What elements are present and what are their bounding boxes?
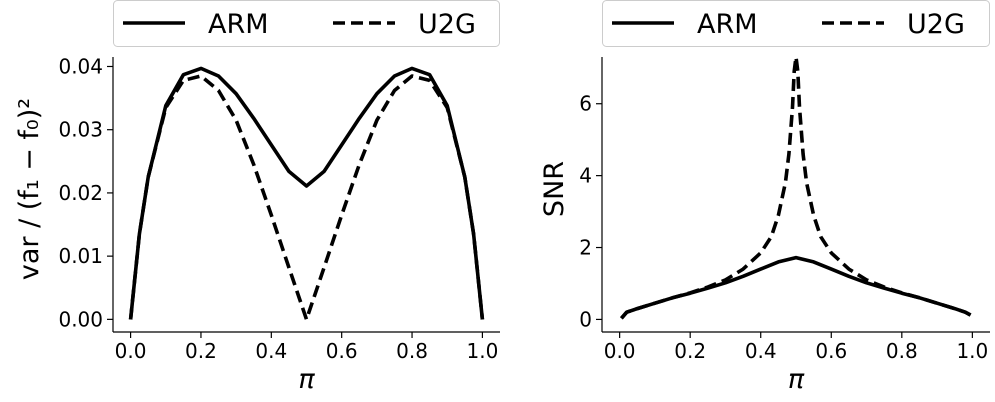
legend-frame <box>602 0 990 47</box>
x-tick-label: 0.8 <box>396 339 428 363</box>
x-tick-label: 1.0 <box>467 339 499 363</box>
y-tick-label: 0.01 <box>58 244 103 268</box>
y-tick-label: 0.02 <box>58 181 103 205</box>
y-tick-label: 0.04 <box>58 54 103 78</box>
legend: ARM U2G <box>602 0 990 47</box>
legend: ARM U2G <box>113 0 500 47</box>
x-tick-label: 1.0 <box>956 339 988 363</box>
y-tick-label: 6 <box>579 92 592 116</box>
legend-frame <box>113 0 500 47</box>
legend-label-arm: ARM <box>697 9 758 40</box>
y-axis-label: SNR <box>539 161 570 217</box>
series-line-u2g <box>620 55 972 320</box>
y-tick-label: 2 <box>579 236 592 260</box>
series-line-u2g <box>128 74 485 322</box>
y-tick-label: 4 <box>579 164 592 188</box>
y-tick-label: 0 <box>579 307 592 331</box>
x-tick-label: 0.0 <box>115 339 147 363</box>
x-tick-label: 0.8 <box>886 339 918 363</box>
y-tick-label: 0.00 <box>58 307 103 331</box>
x-tick-label: 0.6 <box>326 339 358 363</box>
x-tick-label: 0.2 <box>674 339 706 363</box>
series-line-arm <box>620 255 972 320</box>
left-plot: 0.0 0.2 0.4 0.6 0.8 1.0 0.00 0.01 0.02 0.03 0.04 π v… <box>14 0 500 395</box>
series-line-arm <box>128 66 485 320</box>
legend-label-u2g: U2G <box>418 9 476 40</box>
right-plot: 0.0 0.2 0.4 0.6 0.8 1.0 0 2 4 6 π SNR ARM U2G <box>539 0 990 395</box>
y-tick-label: 0.03 <box>58 118 103 142</box>
x-axis-label: π <box>788 364 805 395</box>
x-axis-label: π <box>298 364 315 395</box>
x-tick-label: 0.6 <box>815 339 847 363</box>
legend-label-u2g: U2G <box>907 9 965 40</box>
x-tick-label: 0.2 <box>185 339 217 363</box>
y-axis-label: var / (f₁ − f₀)² <box>14 98 45 280</box>
x-tick-label: 0.4 <box>745 339 777 363</box>
x-tick-label: 0.0 <box>604 339 636 363</box>
x-tick-label: 0.4 <box>255 339 287 363</box>
legend-label-arm: ARM <box>208 9 269 40</box>
